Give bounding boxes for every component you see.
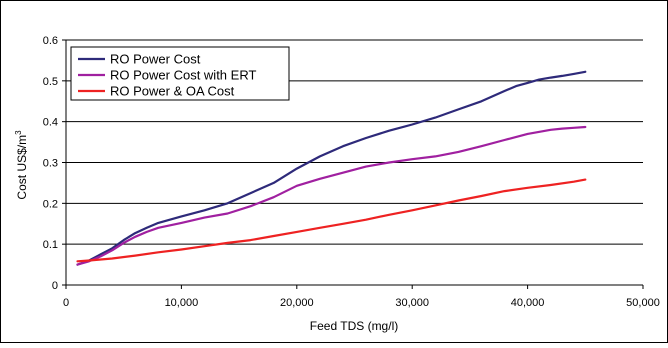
legend-label-3: RO Power & OA Cost: [110, 84, 235, 99]
y-tick-label: 0.2: [43, 198, 58, 210]
y-axis-title-superscript: 3: [14, 130, 23, 135]
x-tick-label: 50,000: [626, 297, 660, 309]
x-tick-label: 20,000: [280, 297, 314, 309]
axes: [65, 40, 643, 286]
y-tick-label: 0.3: [43, 158, 58, 170]
y-tick-labels: 0 0.1 0.2 0.3 0.4 0.5 0.6: [43, 35, 58, 292]
y-tick-label: 0.1: [43, 239, 58, 251]
y-tick-label: 0.6: [43, 35, 58, 47]
y-axis-title: Cost US$/m3: [14, 130, 29, 200]
series-line-2: [76, 125, 587, 266]
y-tick-label: 0: [52, 280, 58, 292]
legend-label-2: RO Power Cost with ERT: [110, 68, 256, 83]
series-lines: [76, 70, 587, 266]
legend-box: [70, 46, 290, 101]
x-tick-label: 30,000: [395, 297, 429, 309]
x-axis-title: Feed TDS (mg/l): [310, 319, 398, 333]
series-line-3: [76, 178, 587, 263]
x-tick-label: 40,000: [511, 297, 545, 309]
y-tick-label: 0.5: [43, 76, 58, 88]
legend-label-1: RO Power Cost: [110, 52, 201, 67]
x-tick-labels: 0 10,000 20,000 30,000 40,000 50,000: [63, 297, 660, 309]
x-tick-label: 10,000: [165, 297, 199, 309]
y-axis-title-main: Cost US$/m: [15, 135, 29, 200]
x-tick-label: 0: [63, 297, 69, 309]
y-tick-label: 0.4: [43, 117, 58, 129]
series-line-1: [76, 70, 587, 266]
